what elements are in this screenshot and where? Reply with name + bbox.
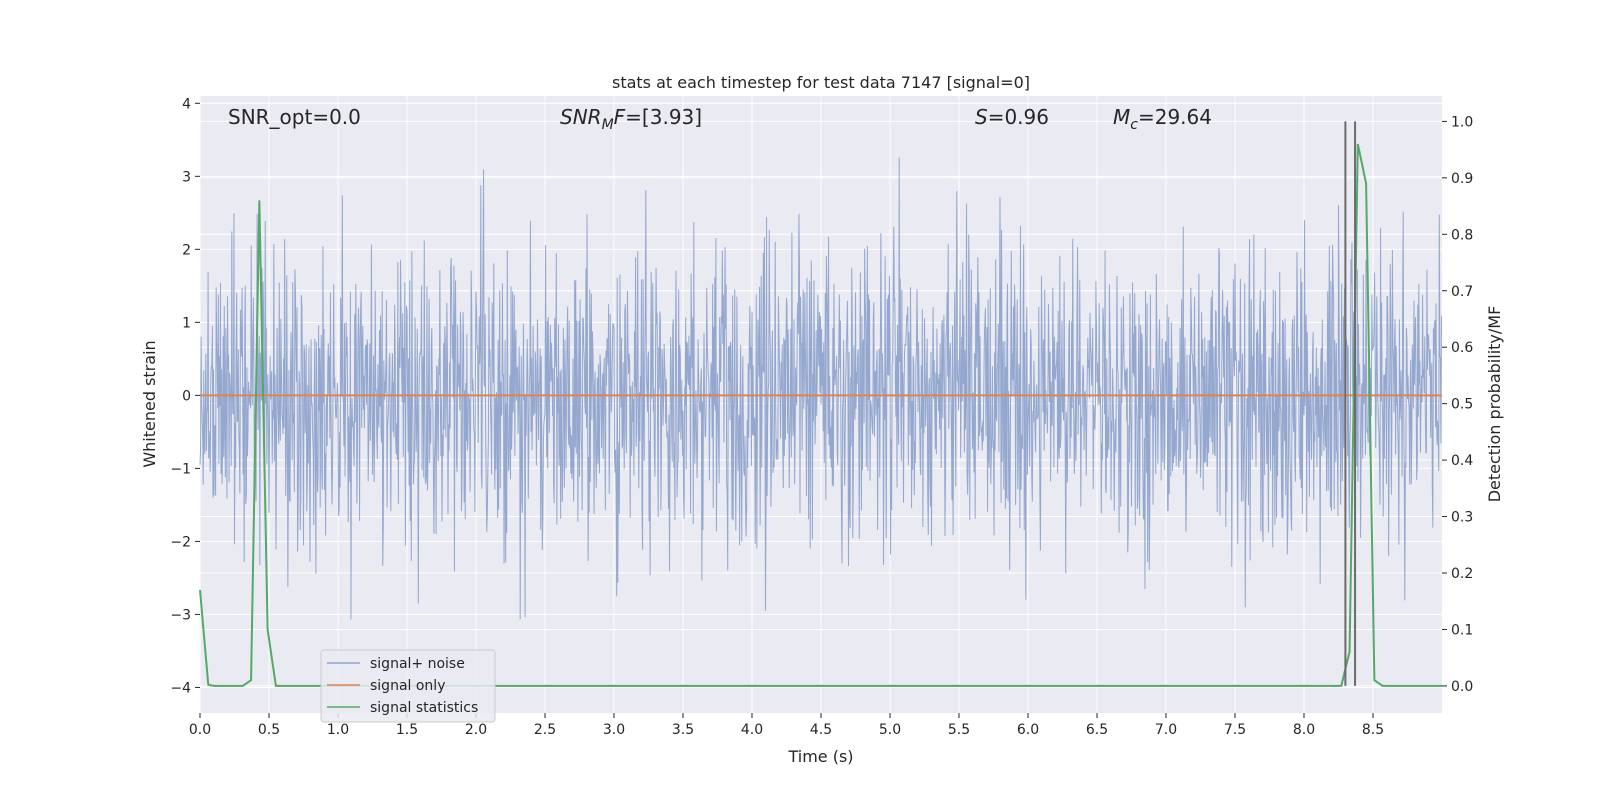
legend-label-signal-only: signal only <box>370 678 445 694</box>
x-tick-label: 7.5 <box>1224 722 1246 738</box>
y-axis-label-right: Detection probability/MF <box>1485 306 1504 503</box>
x-tick-label: 2.5 <box>534 722 556 738</box>
y-right-tick-label: 0.5 <box>1451 397 1473 413</box>
x-tick-label: 4.5 <box>810 722 832 738</box>
x-tick-label: 1.0 <box>327 722 349 738</box>
y-left-tick-label: 4 <box>182 96 191 112</box>
series-signal-statistics-line <box>199 143 1442 687</box>
x-tick-label: 6.5 <box>1086 722 1108 738</box>
x-tick-label: 6.0 <box>1017 722 1039 738</box>
series-signal-noise-line <box>199 157 1442 620</box>
x-tick-label: 3.0 <box>603 722 625 738</box>
legend: signal+ noise signal only signal statist… <box>320 649 496 723</box>
x-tick-label: 5.5 <box>948 722 970 738</box>
y-right-tick-label: 0.0 <box>1451 679 1473 695</box>
x-tick-label: 8.0 <box>1293 722 1315 738</box>
y-left-tick-label: 2 <box>182 242 191 258</box>
y-right-tick-label: 0.2 <box>1451 566 1473 582</box>
y-right-tick-label: 0.7 <box>1451 284 1473 300</box>
y-right-tick-label: 0.3 <box>1451 510 1473 526</box>
y-left-tick-label: −3 <box>170 607 191 623</box>
y-left-tick-label: 3 <box>182 169 191 185</box>
x-tick-label: 0.5 <box>258 722 280 738</box>
x-tick-label: 4.0 <box>741 722 763 738</box>
x-tick-label: 7.0 <box>1155 722 1177 738</box>
y-axis-label-left: Whitened strain <box>140 340 159 467</box>
y-right-tick-label: 0.6 <box>1451 340 1473 356</box>
y-right-tick-label: 0.4 <box>1451 453 1473 469</box>
legend-label-signal-noise: signal+ noise <box>370 656 465 672</box>
y-right-tick-label: 0.8 <box>1451 227 1473 243</box>
x-axis-label: Time (s) <box>787 747 853 766</box>
x-tick-label: 1.5 <box>396 722 418 738</box>
annotation-snr-mf: SNRMF=[3.93] <box>560 105 702 133</box>
y-left-tick-label: 0 <box>182 388 191 404</box>
legend-label-signal-statistics: signal statistics <box>370 700 478 716</box>
x-tick-label: 3.5 <box>672 722 694 738</box>
y-right-tick-label: 1.0 <box>1451 114 1473 130</box>
chart-title: stats at each timestep for test data 714… <box>612 73 1030 92</box>
legend-box <box>320 649 496 723</box>
x-tick-label: 2.0 <box>465 722 487 738</box>
y-right-tick-label: 0.1 <box>1451 622 1473 638</box>
y-left-tick-label: −1 <box>170 461 191 477</box>
y-right-tick-label: 0.9 <box>1451 171 1473 187</box>
annotation-s: S=0.96 <box>975 105 1049 129</box>
y-left-tick-label: 1 <box>182 315 191 331</box>
x-tick-label: 5.0 <box>879 722 901 738</box>
y-left-tick-label: −2 <box>170 534 191 550</box>
y-left-tick-label: −4 <box>170 680 191 696</box>
x-tick-label: 0.0 <box>189 722 211 738</box>
annotation-mc: Mc=29.64 <box>1113 105 1212 133</box>
x-tick-label: 8.5 <box>1362 722 1384 738</box>
annotation-snr-opt: SNR_opt=0.0 <box>228 105 361 129</box>
